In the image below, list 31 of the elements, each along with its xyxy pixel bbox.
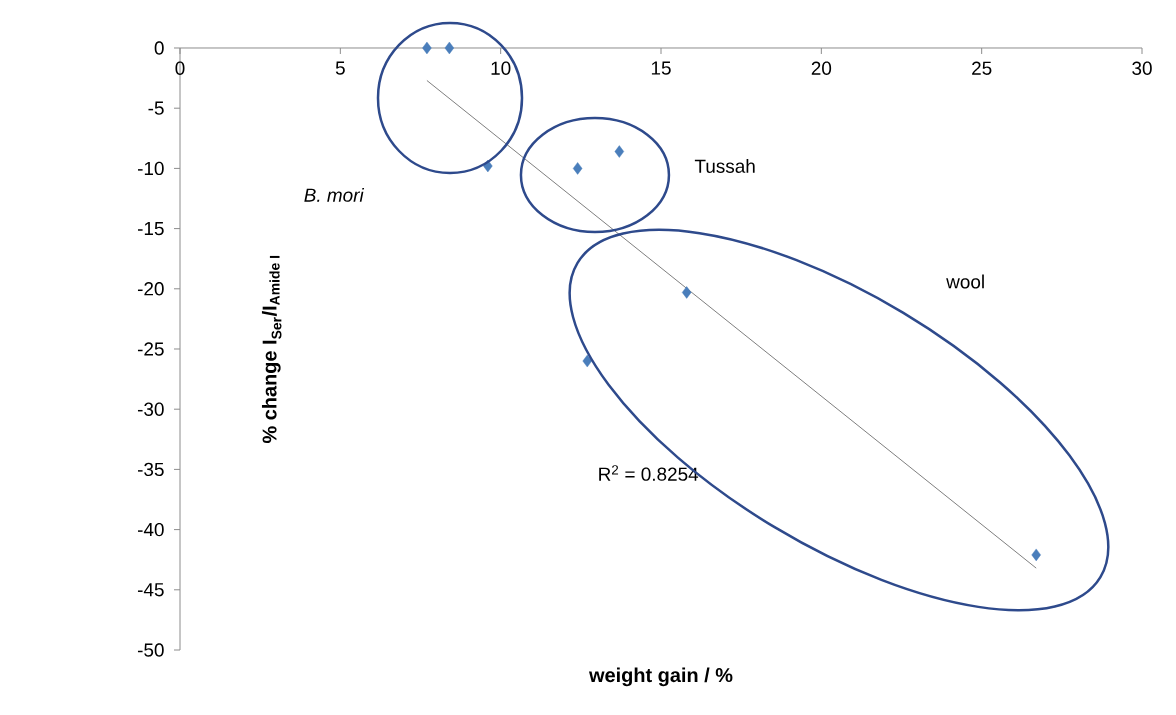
y-tick-label: -45: [137, 583, 164, 597]
y-tick-label: -35: [137, 462, 164, 477]
annotation: B. mori: [304, 187, 365, 202]
x-axis-title: weight gain / %: [588, 667, 733, 687]
x-tick-label: 10: [491, 61, 511, 75]
x-tick-label: 0: [175, 61, 185, 75]
x-tick-label: 15: [651, 61, 671, 75]
point: [681, 286, 692, 299]
x-tick-label: 20: [811, 61, 832, 75]
y-tick-label: -10: [137, 161, 164, 176]
point: [572, 162, 583, 175]
y-tick-label: -25: [137, 342, 164, 356]
y-tick-label: -20: [137, 282, 164, 296]
y-axis-title: $\text{\% change I}_{\text{Ser}}\text{/I}_{\text{Amide I}}$: [261, 255, 282, 444]
y-tick-label: -15: [137, 222, 164, 236]
x-tick-label: 25: [972, 61, 992, 75]
annotation: R$^{2}$ = 0.8254: [599, 465, 699, 481]
annotation: wool: [946, 274, 984, 289]
annotation: Tussah: [694, 159, 755, 173]
x-tick-label: 5: [335, 61, 345, 75]
point: [422, 41, 432, 55]
point: [1031, 548, 1041, 562]
point: [444, 41, 455, 55]
point: [582, 354, 592, 368]
point: [614, 145, 625, 158]
y-tick-label: -5: [148, 101, 164, 115]
y-tick-label: 0: [154, 41, 164, 55]
y-tick-label: -50: [137, 643, 164, 657]
y-tick-label: -30: [137, 402, 164, 416]
y-tick-label: -40: [137, 522, 164, 537]
x-tick-label: 30: [1132, 61, 1152, 75]
